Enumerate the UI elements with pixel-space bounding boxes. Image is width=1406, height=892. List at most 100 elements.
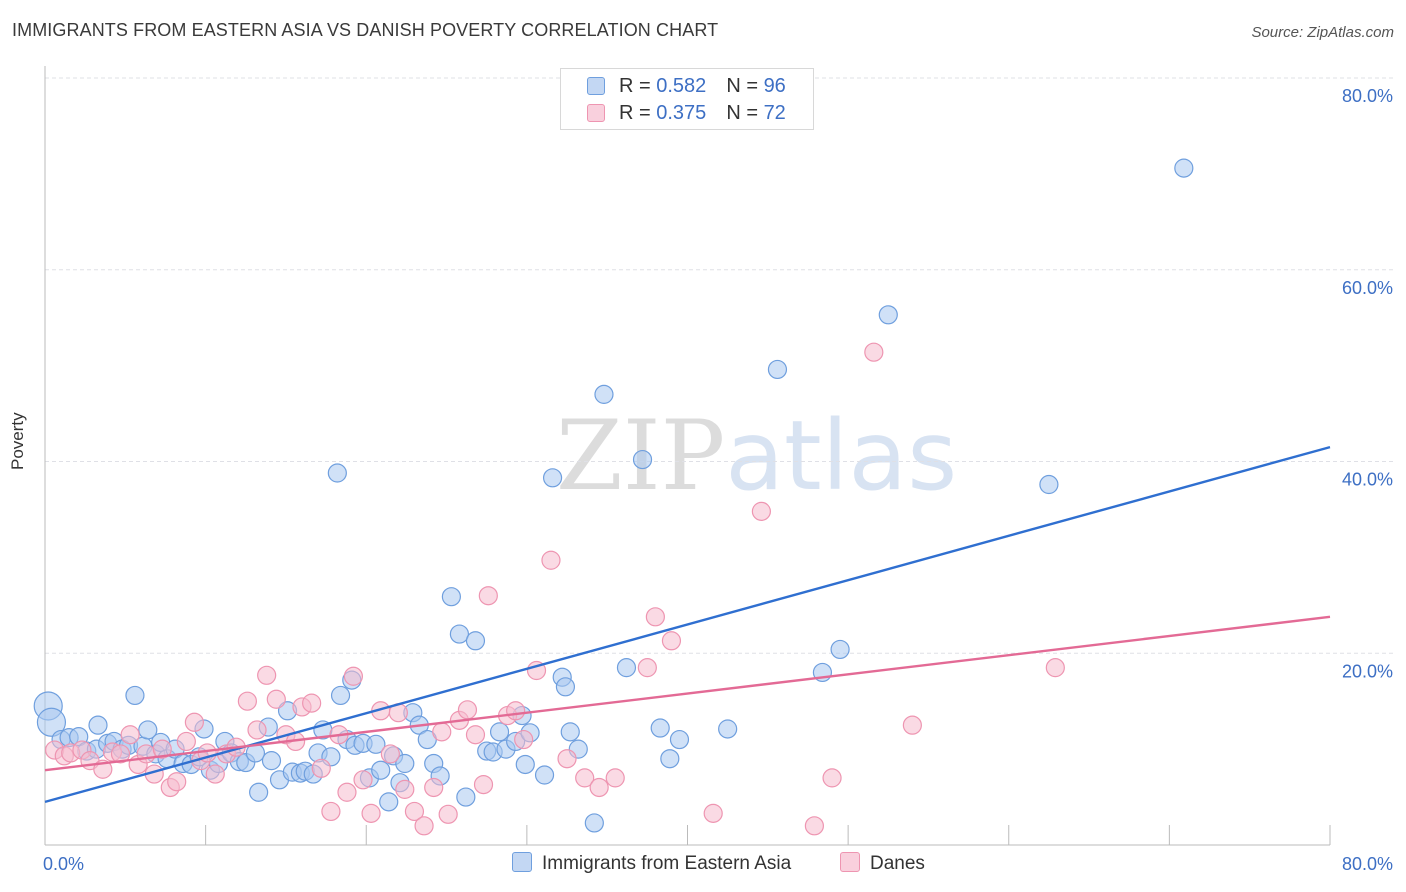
data-point-danes [321, 801, 341, 822]
data-point-immigrants [327, 463, 347, 483]
source-credit: Source: ZipAtlas.com [1251, 24, 1394, 41]
bottom-legend-immigrants: Immigrants from Eastern Asia [512, 852, 791, 875]
data-point-immigrants [465, 631, 486, 651]
data-point-danes [337, 782, 357, 802]
y-tick-label: 80.0% [1342, 86, 1393, 106]
data-point-danes [302, 693, 322, 713]
correlation-legend: R = 0.582 N = 96 R = 0.375 N = 72 [560, 68, 814, 130]
data-point-immigrants [542, 468, 563, 488]
data-point-immigrants [88, 715, 108, 735]
y-tick-label: 60.0% [1342, 278, 1393, 298]
data-point-immigrants [1039, 474, 1059, 495]
data-point-danes [395, 779, 415, 799]
legend-text-immigrants: R = 0.582 N = 96 [619, 75, 786, 98]
data-point-danes [311, 758, 331, 778]
data-point-immigrants [878, 305, 898, 325]
r-value: 0.582 [656, 75, 707, 97]
data-point-danes [167, 772, 187, 792]
data-point-danes [184, 712, 204, 732]
data-point-danes [176, 731, 196, 752]
data-point-immigrants [718, 719, 738, 739]
data-point-danes [414, 816, 434, 836]
data-point-immigrants [632, 449, 653, 470]
data-point-danes [473, 774, 494, 795]
data-point-danes [645, 607, 665, 627]
chart-title: IMMIGRANTS FROM EASTERN ASIA VS DANISH P… [12, 20, 719, 40]
data-point-immigrants [534, 765, 555, 785]
r-label: R = [619, 75, 657, 97]
data-point-immigrants [395, 753, 415, 774]
data-point-danes [438, 804, 458, 824]
data-point-danes [703, 803, 723, 823]
bottom-legend-label-danes: Danes [870, 853, 925, 874]
data-point-danes [804, 816, 824, 836]
data-point-immigrants [330, 685, 351, 706]
data-point-immigrants [830, 639, 850, 660]
data-point-immigrants [138, 720, 158, 740]
data-point-immigrants [441, 587, 461, 607]
data-point-danes [465, 725, 486, 745]
data-point-immigrants [650, 718, 670, 738]
n-value: 96 [763, 75, 786, 97]
data-point-danes [506, 701, 526, 721]
data-point-immigrants [767, 359, 788, 380]
data-point-immigrants [449, 624, 470, 644]
bottom-legend-danes: Danes [840, 852, 925, 875]
data-point-danes [751, 501, 771, 521]
data-point-immigrants [379, 792, 399, 812]
data-point-danes [361, 803, 381, 823]
data-point-danes [152, 739, 172, 759]
legend-swatch-blue [587, 77, 605, 95]
data-point-danes [541, 550, 561, 570]
data-point-danes [637, 658, 657, 678]
data-point-danes [110, 744, 131, 764]
data-point-danes [424, 777, 444, 798]
data-point-danes [237, 691, 257, 711]
data-point-immigrants [1174, 158, 1194, 178]
data-point-danes [353, 770, 373, 790]
data-point-immigrants [555, 677, 576, 697]
data-point-danes [343, 666, 363, 686]
x-tick-label: 80.0% [1342, 854, 1393, 874]
data-point-danes [575, 768, 595, 788]
legend-text-danes: R = 0.375 N = 72 [619, 102, 786, 125]
n-label: N = [726, 75, 764, 97]
y-tick-label: 40.0% [1342, 470, 1393, 490]
watermark: ZIPatlas [556, 400, 957, 512]
bottom-legend-label-immigrants: Immigrants from Eastern Asia [542, 853, 792, 874]
data-point-immigrants [366, 734, 386, 754]
data-point-danes [457, 700, 478, 720]
data-point-danes [247, 720, 267, 740]
data-point-immigrants [456, 787, 476, 807]
bottom-legend-swatch-blue [512, 852, 532, 872]
data-point-immigrants [489, 722, 510, 742]
data-point-danes [605, 768, 625, 788]
x-tick-label: 0.0% [43, 854, 84, 874]
data-point-danes [864, 342, 884, 362]
data-point-danes [822, 768, 842, 788]
data-point-danes [257, 665, 277, 685]
data-point-immigrants [261, 751, 282, 771]
data-point-danes [478, 586, 498, 606]
data-point-danes [380, 744, 400, 764]
data-point-immigrants [125, 685, 145, 706]
n-label: N = [726, 102, 764, 124]
y-axis-label: Poverty [8, 412, 27, 470]
data-point-danes [557, 749, 577, 769]
data-point-immigrants [371, 760, 391, 780]
data-point-danes [661, 631, 682, 651]
data-point-immigrants [36, 707, 67, 737]
data-point-immigrants [669, 729, 690, 750]
y-tick-label: 20.0% [1342, 661, 1393, 681]
data-point-danes [136, 744, 156, 764]
data-point-immigrants [249, 782, 269, 802]
data-point-immigrants [560, 722, 580, 742]
trendline-danes [44, 615, 1331, 772]
data-point-danes [902, 715, 922, 735]
data-point-danes [404, 801, 425, 822]
r-label: R = [619, 102, 657, 124]
data-point-danes [266, 689, 286, 709]
r-value: 0.375 [656, 102, 707, 124]
watermark-atlas: atlas [725, 400, 958, 512]
